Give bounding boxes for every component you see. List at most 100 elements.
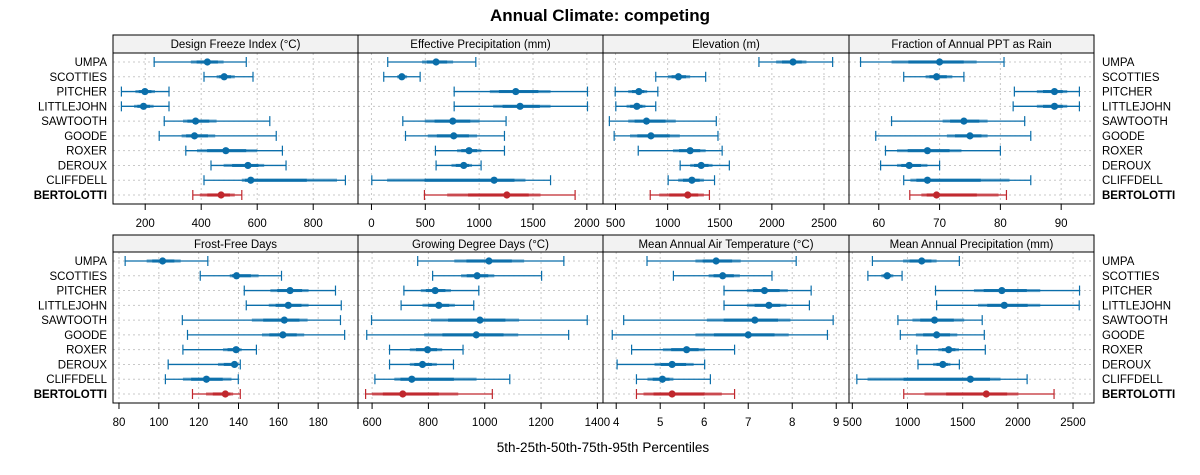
- x-tick-label: 500: [606, 218, 625, 230]
- interval-deroux: [679, 160, 730, 171]
- panel-2: Elevation (m) 500 1000 1500 2000 2500: [602, 34, 850, 230]
- interval-pitcher: [934, 285, 1081, 296]
- median-point: [221, 390, 229, 398]
- median-point: [966, 132, 974, 140]
- x-axis-label: 5th-25th-50th-75th-95th Percentiles: [497, 440, 710, 455]
- interval-sawtooth: [897, 315, 983, 326]
- interval-roxer: [434, 145, 506, 156]
- median-point: [1000, 301, 1008, 309]
- interval-umpa: [646, 256, 797, 266]
- median-point: [935, 58, 944, 66]
- x-tick-label: 1500: [707, 218, 733, 230]
- median-point: [674, 73, 683, 81]
- median-point: [465, 147, 473, 155]
- interval-pitcher: [120, 86, 170, 97]
- interval-roxer: [916, 344, 986, 355]
- panel-strip-label: Mean Annual Precipitation (mm): [890, 239, 1054, 251]
- interval-roxer: [637, 145, 723, 156]
- panel-border: [848, 251, 1095, 404]
- interval-goode: [404, 130, 506, 141]
- row-label-left: GOODE: [64, 330, 107, 342]
- interval-cliffdell: [203, 175, 346, 186]
- row-label-left: LITTLEJOHN: [38, 300, 107, 312]
- interval-umpa: [758, 57, 834, 67]
- median-point: [217, 191, 225, 199]
- median-point: [203, 58, 211, 66]
- interval-goode: [186, 329, 346, 340]
- panel-strip-label: Design Freeze Index (°C): [171, 39, 301, 51]
- median-point: [923, 176, 932, 184]
- row-label-right: PITCHER: [1102, 87, 1152, 99]
- panel-border: [848, 52, 1095, 205]
- median-point: [684, 191, 692, 199]
- interval-littlejohn: [1012, 101, 1081, 112]
- interval-sawtooth: [608, 116, 717, 127]
- row-label-right: ROXER: [1102, 146, 1143, 158]
- row-label-left: DEROUX: [58, 359, 108, 371]
- interval-littlejohn: [723, 300, 810, 311]
- interval-littlejohn: [400, 300, 475, 311]
- median-point: [966, 375, 974, 383]
- panel-strip-label: Elevation (m): [692, 39, 760, 51]
- x-tick-label: 800: [304, 218, 323, 230]
- median-point: [918, 257, 926, 265]
- interval-deroux: [616, 359, 706, 370]
- median-point: [418, 360, 427, 369]
- panel-strip-label: Fraction of Annual PPT as Rain: [891, 39, 1051, 51]
- interval-umpa: [387, 57, 477, 67]
- row-label-left: SAWTOOTH: [41, 315, 107, 327]
- median-point: [279, 331, 287, 339]
- interval-cliffdell: [374, 374, 511, 385]
- interval-scotties: [903, 71, 965, 82]
- x-tick-label: 60: [872, 218, 885, 230]
- row-label-right: UMPA: [1102, 256, 1135, 268]
- interval-bertolotti: [635, 389, 736, 399]
- median-point: [190, 132, 199, 140]
- x-tick-label: 2000: [759, 218, 785, 230]
- interval-scotties: [672, 270, 773, 281]
- median-point: [503, 191, 511, 199]
- x-tick-label: 80: [113, 417, 126, 429]
- x-tick-label: 90: [1055, 218, 1068, 230]
- median-point: [932, 73, 941, 81]
- row-label-right: SCOTTIES: [1102, 72, 1160, 84]
- row-label-left: CLIFFDELL: [46, 374, 107, 386]
- interval-cliffdell: [164, 374, 239, 385]
- interval-bertolotti: [909, 190, 1008, 200]
- median-point: [668, 390, 676, 398]
- row-label-left: BERTOLOTTI: [34, 389, 107, 401]
- interval-roxer: [182, 344, 258, 355]
- row-label-right: SAWTOOTH: [1102, 315, 1168, 327]
- interval-pitcher: [614, 86, 659, 97]
- interval-goode: [366, 329, 570, 340]
- median-point: [202, 375, 211, 383]
- median-point: [668, 360, 676, 369]
- median-point: [923, 147, 932, 155]
- row-label-right: CLIFFDELL: [1102, 374, 1163, 386]
- interval-cliffdell: [635, 374, 711, 385]
- panel-strip-label: Growing Degree Days (°C): [412, 239, 549, 251]
- median-point: [435, 301, 443, 309]
- row-label-left: BERTOLOTTI: [34, 190, 107, 202]
- interval-bertolotti: [649, 190, 711, 200]
- interval-scotties: [203, 71, 254, 82]
- median-point: [982, 390, 990, 398]
- row-label-left: UMPA: [75, 57, 108, 69]
- median-point: [633, 102, 641, 110]
- median-point: [765, 301, 773, 309]
- interval-goode: [875, 130, 1032, 141]
- median-point: [1050, 87, 1059, 96]
- interval-deroux: [388, 359, 455, 370]
- interval-pitcher: [243, 285, 337, 296]
- row-label-left: DEROUX: [58, 160, 108, 172]
- x-tick-label: 1000: [895, 417, 921, 429]
- median-point: [431, 286, 439, 295]
- interval-littlejohn: [453, 101, 589, 112]
- row-label-right: GOODE: [1102, 330, 1145, 342]
- median-point: [284, 301, 292, 309]
- median-point: [642, 117, 651, 125]
- median-point: [490, 176, 498, 184]
- median-point: [932, 191, 941, 199]
- median-point: [286, 286, 294, 295]
